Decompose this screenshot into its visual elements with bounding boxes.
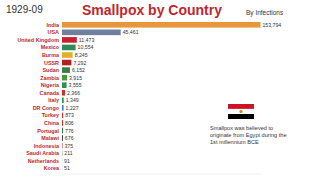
data-label: 153,794 (262, 22, 281, 28)
category-label: United Kingdom (17, 37, 59, 43)
category-label: Turkey (42, 112, 59, 118)
data-label: 10,554 (78, 44, 94, 50)
category-label: Korea (44, 165, 60, 171)
data-label: 3,555 (69, 82, 82, 88)
bars (62, 22, 260, 171)
category-label: Zambia (40, 75, 60, 81)
category-label: Saudi Arabia (26, 150, 60, 156)
bar (62, 45, 76, 51)
data-label: 8,245 (75, 52, 88, 58)
category-label: Malawi (41, 135, 59, 141)
date-label: 1929-09 (6, 4, 43, 15)
category-label: Canada (40, 90, 60, 96)
data-label: 7,292 (73, 60, 86, 66)
data-label: 806 (65, 120, 74, 126)
annotation: Smallpox was believed tooriginate from E… (210, 125, 287, 145)
category-label: Sudan (43, 67, 59, 73)
data-label: 3,915 (69, 75, 82, 81)
flag (228, 109, 254, 114)
data-label: 1,349 (66, 97, 79, 103)
category-label: Netherlands (28, 158, 59, 164)
bar (62, 67, 70, 73)
data-label: 91 (64, 158, 70, 164)
bar (62, 37, 77, 43)
data-label: 1,227 (66, 105, 79, 111)
data-label: 873 (65, 112, 74, 118)
category-label: Nigeria (41, 82, 60, 88)
bar (62, 82, 67, 88)
category-label: India (46, 22, 60, 28)
bar (62, 120, 63, 126)
category-label: USA (48, 29, 59, 35)
bar (62, 143, 63, 149)
category-label: Italy (48, 97, 59, 103)
bar (62, 52, 73, 58)
data-label: 11,473 (79, 37, 95, 43)
data-label: 51 (64, 165, 70, 171)
bar (62, 60, 71, 66)
data-label: 6,152 (72, 67, 85, 73)
flag (228, 114, 254, 119)
bar (62, 150, 63, 156)
background (0, 0, 320, 180)
category-label: USSR (44, 60, 59, 66)
data-label: 375 (64, 143, 73, 149)
data-label: 45,461 (123, 29, 139, 35)
category-label: Portugal (37, 128, 59, 134)
data-label: 776 (65, 128, 74, 134)
bar (62, 22, 260, 28)
bar (62, 30, 121, 36)
flag (239, 110, 242, 113)
flag (228, 104, 254, 109)
category-label: Indonesia (34, 143, 60, 149)
bar (62, 158, 63, 164)
bar (62, 98, 64, 104)
bar (62, 113, 63, 119)
bar (62, 128, 63, 134)
category-label: Burma (42, 52, 60, 58)
subtitle: By Infections (246, 9, 284, 17)
data-label: 676 (65, 135, 74, 141)
data-label: 2,366 (67, 90, 80, 96)
category-label: Mexico (41, 44, 60, 50)
category-label: China (44, 120, 60, 126)
bar (62, 135, 63, 141)
data-label: 211 (64, 150, 72, 156)
category-label: DR Congo (33, 105, 60, 111)
bar (62, 165, 63, 171)
chart: Smallpox by Country By Infections 1929-09 I… (0, 0, 320, 180)
bar (62, 90, 65, 96)
bar (62, 75, 67, 81)
x-axis (62, 174, 262, 175)
bar (62, 105, 64, 111)
title: Smallpox by Country (82, 2, 222, 18)
